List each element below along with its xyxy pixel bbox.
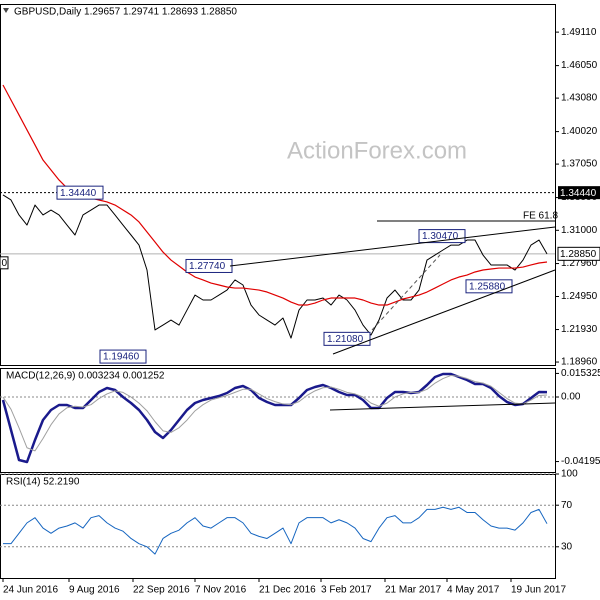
x-tick-label: 9 Aug 2016 (69, 585, 120, 596)
price-line-marker (0, 256, 9, 270)
y-tick-label: 0.015325 (561, 368, 600, 379)
annotation-label: 1.34440 (60, 188, 97, 199)
trend-line (332, 269, 556, 355)
current-price-label: 1.28850 (560, 249, 597, 260)
series-line (3, 506, 548, 555)
x-tick-label: 21 Dec 2016 (259, 585, 316, 596)
y-tick-label: 70 (561, 500, 573, 511)
panel-title: MACD(12,26,9) 0.003234 0.001252 (6, 371, 165, 382)
annotation-box (323, 331, 371, 346)
y-tick-label: 30 (561, 541, 573, 552)
y-tick-label: 1.21930 (561, 324, 598, 335)
x-tick-label: 24 Jun 2016 (3, 585, 58, 596)
y-tick-label: 100 (561, 469, 578, 480)
series-line (2, 374, 548, 452)
macd-trend-line (329, 402, 556, 411)
panel-title: RSI(14) 52.2190 (6, 477, 80, 488)
annotation-label: 1.27740 (189, 261, 226, 272)
y-tick-label: 1.27960 (561, 258, 598, 269)
panel-title: GBPUSD,Daily 1.29657 1.29741 1.28693 1.2… (14, 7, 237, 18)
x-tick-label: 3 Feb 2017 (321, 585, 372, 596)
projection-line (371, 254, 441, 331)
x-tick-label: 7 Nov 2016 (195, 585, 247, 596)
panel-frame (0, 368, 556, 473)
annotation-label: 1.21080 (327, 334, 364, 345)
y-tick-label: 1.40020 (561, 126, 598, 137)
fibonacci-label: FE 61.8 (523, 211, 558, 222)
annotation-label: 1.25880 (469, 281, 506, 292)
x-tick-label: 22 Sep 2016 (133, 585, 190, 596)
price-line-marker-label: 0 (2, 258, 8, 269)
series-line (2, 194, 548, 339)
y-tick-label: 1.31000 (561, 225, 598, 236)
y-tick-label: 1.37050 (561, 159, 598, 170)
y-tick-label: 0.00 (561, 392, 581, 403)
y-tick-label: 1.24950 (561, 291, 598, 302)
title-icon (3, 8, 9, 13)
y-tick-label: 1.43080 (561, 93, 598, 104)
annotation-label: 1.19460 (103, 352, 140, 363)
annotation-label: 1.30470 (422, 231, 459, 242)
annotation-box (99, 349, 147, 364)
y-tick-label: 1.46050 (561, 60, 598, 71)
watermark: ActionForex.com (287, 137, 467, 164)
trend-line (229, 226, 556, 267)
level-price-label: 1.34440 (560, 188, 597, 199)
x-tick-label: 4 May 2017 (447, 585, 500, 596)
level-price-box (558, 186, 600, 200)
current-price-box (557, 246, 600, 261)
x-tick-label: 19 Jun 2017 (511, 585, 566, 596)
annotation-box (56, 185, 104, 200)
x-tick-label: 21 Mar 2017 (385, 585, 442, 596)
panel-frame (0, 4, 556, 366)
y-tick-label: -0.041957 (561, 456, 600, 467)
y-tick-label: 1.49110 (561, 27, 597, 38)
y-tick-label: 1.18960 (561, 357, 598, 368)
